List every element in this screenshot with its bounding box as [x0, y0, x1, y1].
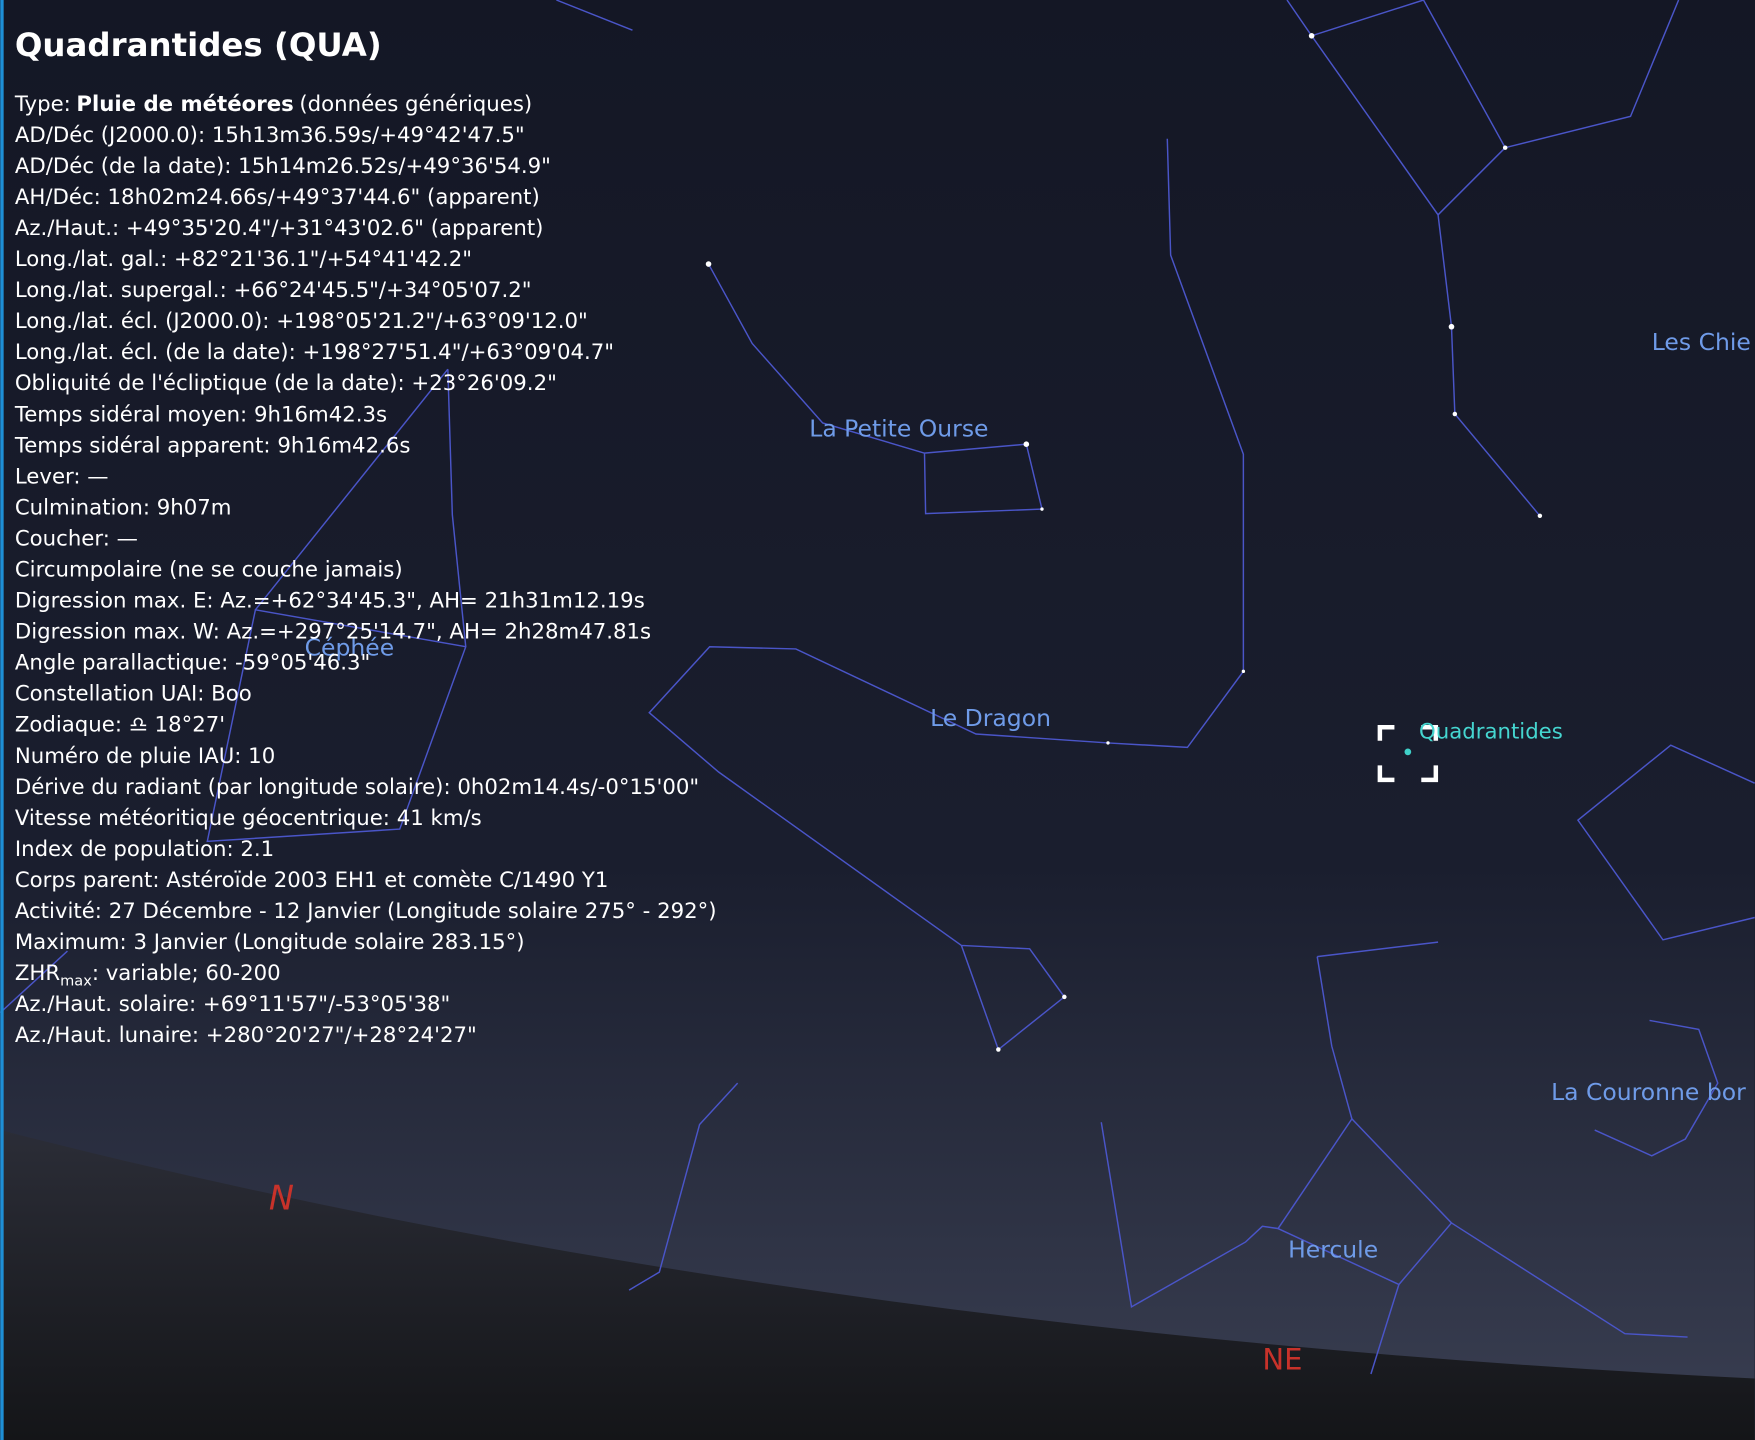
info-line: Az./Haut.: +49°35'20.4"/+31°43'02.6" (ap…: [15, 216, 544, 241]
info-line: Temps sidéral apparent: 9h16m42.6s: [14, 433, 411, 458]
zhr-sub: max: [60, 974, 92, 990]
info-line: Activité: 27 Décembre - 12 Janvier (Long…: [15, 899, 717, 924]
constellation-label: Le Dragon: [930, 704, 1051, 732]
info-line: Angle parallactique: -59°05'46.3": [15, 651, 371, 676]
info-line: ZHRmax: variable; 60-200: [15, 961, 281, 990]
cardinal-label: NE: [1262, 1343, 1302, 1377]
object-label[interactable]: Quadrantides: [1419, 719, 1563, 744]
info-line: Zodiaque: ♎ 18°27': [15, 713, 225, 738]
info-line: Az./Haut. lunaire: +280°20'27"/+28°24'27…: [15, 1023, 477, 1048]
info-title: Quadrantides (QUA): [15, 26, 382, 64]
info-line: AH/Déc: 18h02m24.66s/+49°37'44.6" (appar…: [15, 185, 540, 210]
info-line: AD/Déc (de la date): 15h14m26.52s/+49°36…: [15, 154, 551, 179]
info-line: Digression max. E: Az.=+62°34'45.3", AH=…: [15, 589, 645, 614]
info-line: Constellation UAI: Boo: [15, 682, 252, 707]
info-line: Index de population: 2.1: [15, 837, 274, 862]
info-line: Coucher: —: [15, 526, 138, 551]
zhr-main: ZHR: [15, 961, 61, 986]
info-line: Long./lat. gal.: +82°21'36.1"/+54°41'42.…: [15, 247, 472, 272]
constellation-label: La Couronne bor: [1551, 1078, 1746, 1106]
info-line: Az./Haut. solaire: +69°11'57"/-53°05'38": [15, 992, 450, 1017]
info-line: Dérive du radiant (par longitude solaire…: [15, 775, 699, 800]
info-note: (données génériques): [299, 92, 532, 117]
constellation-label: La Petite Ourse: [809, 414, 988, 442]
info-line: Corps parent: Astéroïde 2003 EH1 et comè…: [15, 868, 609, 893]
info-line: Long./lat. écl. (J2000.0): +198°05'21.2"…: [15, 309, 588, 334]
info-line: Numéro de pluie IAU: 10: [15, 744, 275, 769]
info-label: Type:: [14, 92, 71, 117]
info-line: Maximum: 3 Janvier (Longitude solaire 28…: [15, 930, 525, 955]
zhr-rest: : variable; 60-200: [92, 961, 281, 986]
constellation-label: Les Chie: [1652, 328, 1751, 356]
info-line: Digression max. W: Az.=+297°25'14.7", AH…: [15, 620, 651, 645]
info-value: Pluie de météores: [76, 92, 293, 117]
cardinal-label: N: [269, 1179, 294, 1218]
window-edge: [0, 0, 3, 1440]
info-line: AD/Déc (J2000.0): 15h13m36.59s/+49°42'47…: [15, 123, 525, 148]
info-line: Type:Pluie de météores(données générique…: [14, 92, 532, 117]
info-line: Temps sidéral moyen: 9h16m42.3s: [14, 402, 387, 427]
info-line: Obliquité de l'écliptique (de la date): …: [15, 371, 557, 396]
info-line: Circumpolaire (ne se couche jamais): [15, 558, 403, 583]
info-line: Vitesse météoritique géocentrique: 41 km…: [15, 806, 482, 831]
info-line: Long./lat. supergal.: +66°24'45.5"/+34°0…: [15, 278, 532, 303]
stellarium-view: Les Chie La Petite Ourse Céphée Le Drago…: [0, 0, 1755, 1440]
info-line: Long./lat. écl. (de la date): +198°27'51…: [15, 340, 614, 365]
info-line: Culmination: 9h07m: [15, 495, 232, 520]
constellation-label: Hercule: [1288, 1236, 1378, 1264]
info-line: Lever: —: [15, 464, 109, 489]
